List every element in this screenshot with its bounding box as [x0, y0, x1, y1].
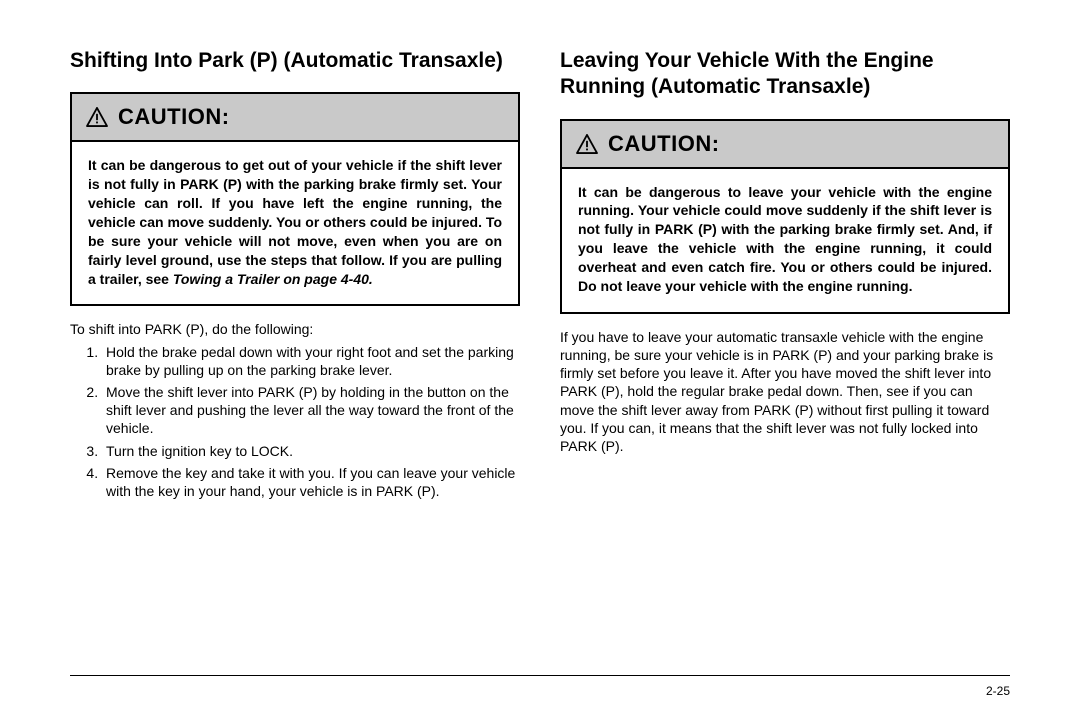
page-number: 2-25 [986, 684, 1010, 698]
right-heading: Leaving Your Vehicle With the Engine Run… [560, 48, 1010, 101]
right-column: Leaving Your Vehicle With the Engine Run… [560, 48, 1010, 500]
list-item: Turn the ignition key to LOCK. [102, 442, 520, 460]
left-caution-text: It can be dangerous to get out of your v… [88, 157, 502, 286]
footer-rule [70, 675, 1010, 676]
right-caution-box: CAUTION: It can be dangerous to leave yo… [560, 119, 1010, 314]
left-heading: Shifting Into Park (P) (Automatic Transa… [70, 48, 520, 74]
right-caution-body: It can be dangerous to leave your vehicl… [562, 169, 1008, 312]
left-caution-header: CAUTION: [72, 94, 518, 142]
right-caution-header: CAUTION: [562, 121, 1008, 169]
list-item: Hold the brake pedal down with your righ… [102, 343, 520, 379]
list-item: Remove the key and take it with you. If … [102, 464, 520, 500]
left-steps-list: Hold the brake pedal down with your righ… [70, 343, 520, 501]
left-caution-box: CAUTION: It can be dangerous to get out … [70, 92, 520, 306]
left-caution-body: It can be dangerous to get out of your v… [72, 142, 518, 304]
right-caution-label: CAUTION: [608, 131, 720, 157]
warning-triangle-icon [86, 107, 108, 127]
list-item: Move the shift lever into PARK (P) by ho… [102, 383, 520, 438]
left-caution-label: CAUTION: [118, 104, 230, 130]
warning-triangle-icon [576, 134, 598, 154]
left-column: Shifting Into Park (P) (Automatic Transa… [70, 48, 520, 500]
left-intro-text: To shift into PARK (P), do the following… [70, 320, 520, 338]
right-body-text: If you have to leave your automatic tran… [560, 328, 1010, 455]
two-column-layout: Shifting Into Park (P) (Automatic Transa… [70, 48, 1010, 500]
left-caution-ref: Towing a Trailer on page 4-40. [173, 271, 373, 287]
right-caution-text: It can be dangerous to leave your vehicl… [578, 184, 992, 294]
